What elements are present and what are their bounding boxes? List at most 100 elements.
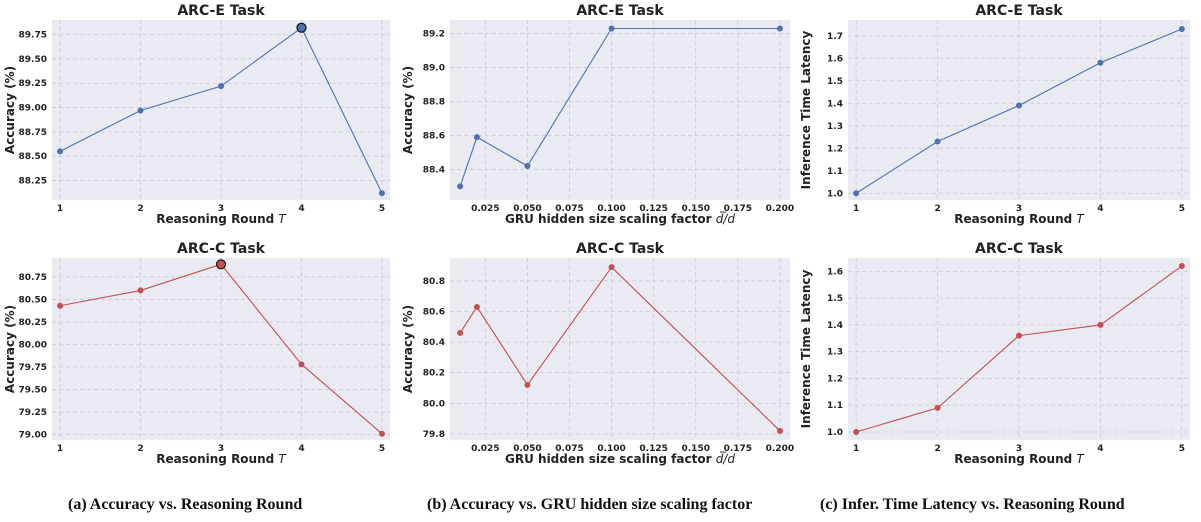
x-tick-label: 0.175 xyxy=(724,444,752,454)
x-tick-label: 0.100 xyxy=(597,444,625,454)
y-axis-label: Inference Time Latency xyxy=(799,270,813,429)
y-tick-label: 89.0 xyxy=(423,64,445,74)
data-point xyxy=(378,190,385,197)
y-tick-label: 79.50 xyxy=(19,386,47,396)
x-axis-label: Reasoning Round T xyxy=(954,452,1085,466)
x-tick-label: 5 xyxy=(1179,204,1185,214)
y-tick-label: 80.0 xyxy=(423,399,445,409)
caption-c: (c) Infer. Time Latency vs. Reasoning Ro… xyxy=(820,496,1125,513)
y-tick-label: 80.50 xyxy=(19,295,47,305)
x-axis-label-text: Reasoning Round xyxy=(156,212,278,226)
y-tick-label: 88.75 xyxy=(19,128,47,138)
data-point xyxy=(1016,332,1022,339)
x-tick-label: 0.150 xyxy=(682,444,710,454)
x-axis-label: Reasoning Round T xyxy=(156,212,287,226)
x-axis-label-symbol: T xyxy=(278,452,287,466)
data-point xyxy=(608,25,615,32)
x-tick-label: 4 xyxy=(1097,444,1103,454)
x-tick-label: 4 xyxy=(298,204,304,214)
data-point xyxy=(57,148,64,155)
y-tick-label: 80.8 xyxy=(423,277,445,287)
y-tick-label: 1.7 xyxy=(827,32,843,42)
x-tick-label: 5 xyxy=(379,204,385,214)
y-tick-label: 1.5 xyxy=(827,77,843,87)
y-tick-label: 80.25 xyxy=(19,318,47,328)
x-tick-label: 0.025 xyxy=(471,204,499,214)
data-point xyxy=(1016,102,1022,109)
y-tick-label: 80.75 xyxy=(19,273,47,283)
x-tick-label: 0.125 xyxy=(639,444,667,454)
y-tick-label: 1.1 xyxy=(827,401,843,411)
data-point xyxy=(137,287,144,294)
plot-area xyxy=(450,20,790,200)
x-tick-label: 2 xyxy=(137,444,143,454)
caption-a: (a) Accuracy vs. Reasoning Round xyxy=(68,496,303,513)
x-axis-label-symbol: d̅/d xyxy=(716,211,736,226)
data-point xyxy=(524,163,531,170)
data-point xyxy=(1178,26,1185,32)
x-tick-label: 5 xyxy=(1179,444,1185,454)
chart-title: ARC-C Task xyxy=(576,241,665,257)
chart-title: ARC-C Task xyxy=(177,241,266,257)
y-axis-label: Accuracy (%) xyxy=(401,66,415,154)
y-tick-label: 1.2 xyxy=(827,144,843,154)
highlighted-data-point xyxy=(215,259,227,270)
data-point xyxy=(1097,59,1104,66)
caption-b: (b) Accuracy vs. GRU hidden size scaling… xyxy=(427,496,753,513)
chart-title: ARC-E Task xyxy=(975,3,1063,19)
data-point xyxy=(608,264,615,271)
x-tick-label: 1 xyxy=(57,444,63,454)
data-point xyxy=(137,107,144,114)
data-point xyxy=(473,134,480,141)
chart-2: 88.4 88.6 88.8 89.0 89.2 0.025 0.050 0.075 0.100… xyxy=(401,3,794,226)
x-axis-label-symbol: T xyxy=(1076,212,1085,226)
x-tick-label: 4 xyxy=(1097,204,1103,214)
plot-area xyxy=(450,258,790,440)
y-axis-label: Accuracy (%) xyxy=(3,305,17,393)
x-axis-label-symbol: T xyxy=(1076,452,1085,466)
y-tick-label: 79.00 xyxy=(19,431,47,441)
data-point xyxy=(473,303,480,310)
y-tick-label: 80.00 xyxy=(19,340,47,350)
y-tick-label: 79.75 xyxy=(19,363,47,373)
data-point xyxy=(378,430,385,437)
chart-4: 79.00 79.25 79.50 79.75 80.00 80.25 80.50 80.75… xyxy=(3,241,390,466)
y-axis-label: Accuracy (%) xyxy=(3,66,17,154)
x-tick-label: 0.200 xyxy=(766,444,794,454)
y-tick-label: 1.5 xyxy=(827,294,843,304)
y-tick-label: 1.4 xyxy=(827,321,843,331)
y-tick-label: 89.50 xyxy=(19,55,47,65)
x-tick-label: 0.150 xyxy=(682,204,710,214)
data-point xyxy=(457,183,464,190)
y-tick-label: 88.50 xyxy=(19,152,47,162)
data-point xyxy=(776,25,783,32)
y-tick-label: 1.6 xyxy=(827,267,843,277)
x-axis-label-symbol: T xyxy=(278,212,287,226)
x-axis-label-text: Reasoning Round xyxy=(954,452,1076,466)
y-tick-label: 1.2 xyxy=(827,374,843,384)
y-tick-label: 88.6 xyxy=(423,131,445,141)
x-tick-label: 2 xyxy=(934,204,940,214)
data-point xyxy=(853,428,860,435)
y-tick-label: 89.00 xyxy=(19,104,47,114)
chart-title: ARC-C Task xyxy=(975,241,1064,257)
x-tick-label: 1 xyxy=(57,204,63,214)
y-tick-label: 80.6 xyxy=(423,308,445,318)
y-tick-label: 1.6 xyxy=(827,54,843,64)
chart-6: 1.0 1.1 1.2 1.3 1.4 1.5 1.6 1 2 3 4 5 ARC-C Task Reas… xyxy=(799,241,1190,466)
x-tick-label: 5 xyxy=(379,444,385,454)
chart-1: 88.25 88.50 88.75 89.00 89.25 89.50 89.75 1 2 3 4 5… xyxy=(3,3,390,226)
x-tick-label: 4 xyxy=(298,444,304,454)
x-tick-label: 0.075 xyxy=(555,204,583,214)
chart-title: ARC-E Task xyxy=(177,3,265,19)
y-tick-label: 1.0 xyxy=(827,428,843,438)
x-tick-label: 1 xyxy=(853,204,859,214)
data-point xyxy=(1097,321,1104,328)
highlighted-data-point xyxy=(296,22,307,33)
y-tick-label: 1.3 xyxy=(827,348,843,358)
data-point xyxy=(298,361,305,368)
x-tick-label: 2 xyxy=(137,204,143,214)
data-point xyxy=(853,190,860,197)
data-point xyxy=(776,427,783,434)
